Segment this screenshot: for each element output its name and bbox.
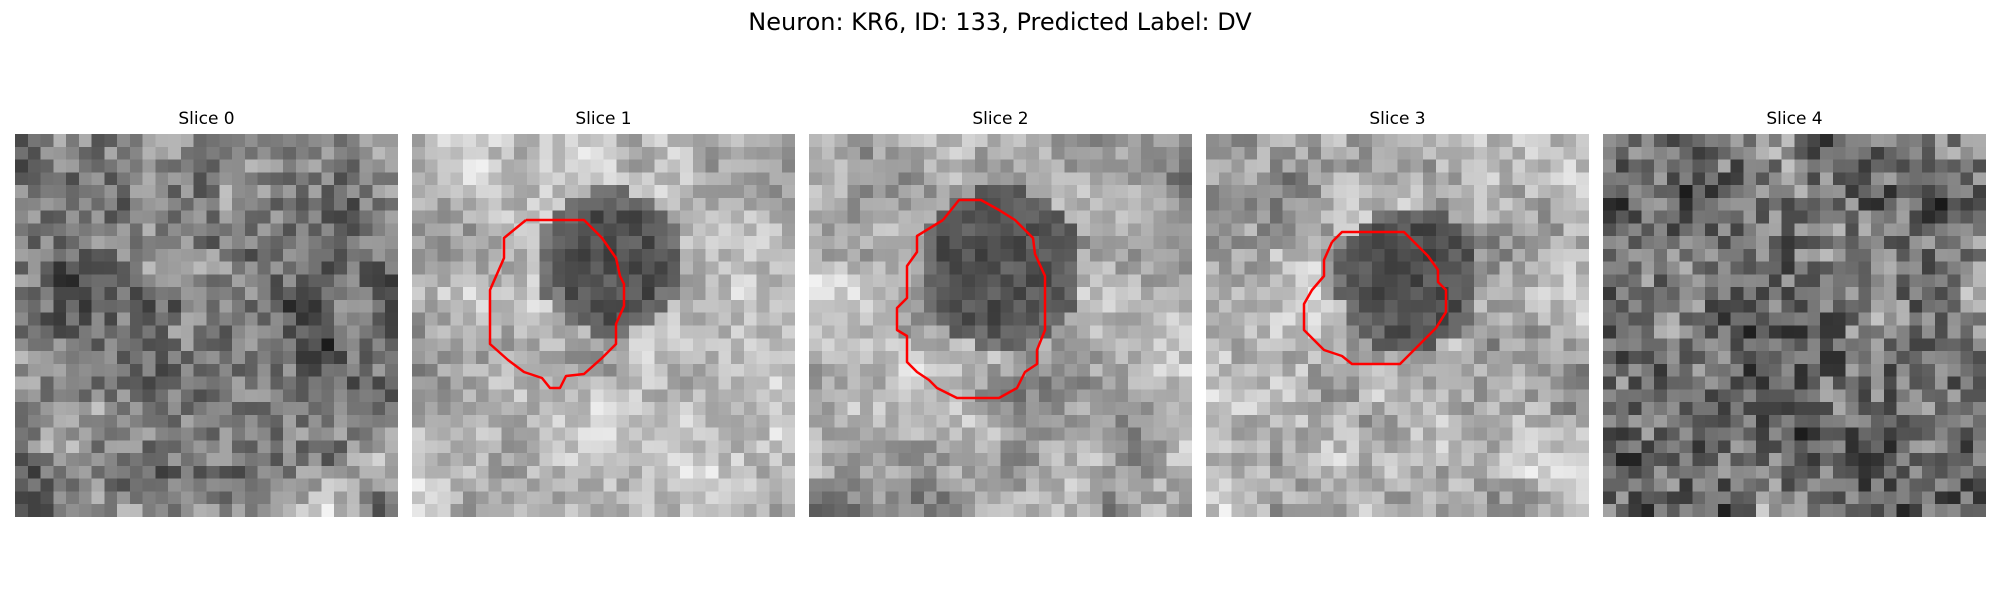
slice-title-3: Slice 3 (1369, 109, 1426, 129)
slice-canvas-4 (1603, 134, 1986, 517)
slice-canvas-0 (15, 134, 398, 517)
slice-panel-2: Slice 2 (809, 108, 1192, 517)
slice-panel-3: Slice 3 (1206, 108, 1589, 517)
cell-contour-2 (895, 198, 1047, 400)
slice-title-2: Slice 2 (972, 109, 1029, 129)
slice-panel-1: Slice 1 (412, 108, 795, 517)
slice-title-1: Slice 1 (575, 109, 632, 129)
slice-image-3 (1206, 134, 1589, 517)
slice-image-4 (1603, 134, 1986, 517)
cell-contour-3 (1302, 230, 1448, 366)
figure-title: Neuron: KR6, ID: 133, Predicted Label: D… (748, 8, 1252, 36)
slice-image-2 (809, 134, 1192, 517)
slice-canvas-1 (412, 134, 795, 517)
slice-panel-4: Slice 4 (1603, 108, 1986, 517)
slice-canvas-2 (809, 134, 1192, 517)
cell-contour-1 (488, 218, 626, 390)
slice-canvas-3 (1206, 134, 1589, 517)
slice-title-4: Slice 4 (1766, 109, 1823, 129)
slice-title-0: Slice 0 (178, 109, 235, 129)
slice-panel-0: Slice 0 (15, 108, 398, 517)
slice-image-0 (15, 134, 398, 517)
slice-image-1 (412, 134, 795, 517)
